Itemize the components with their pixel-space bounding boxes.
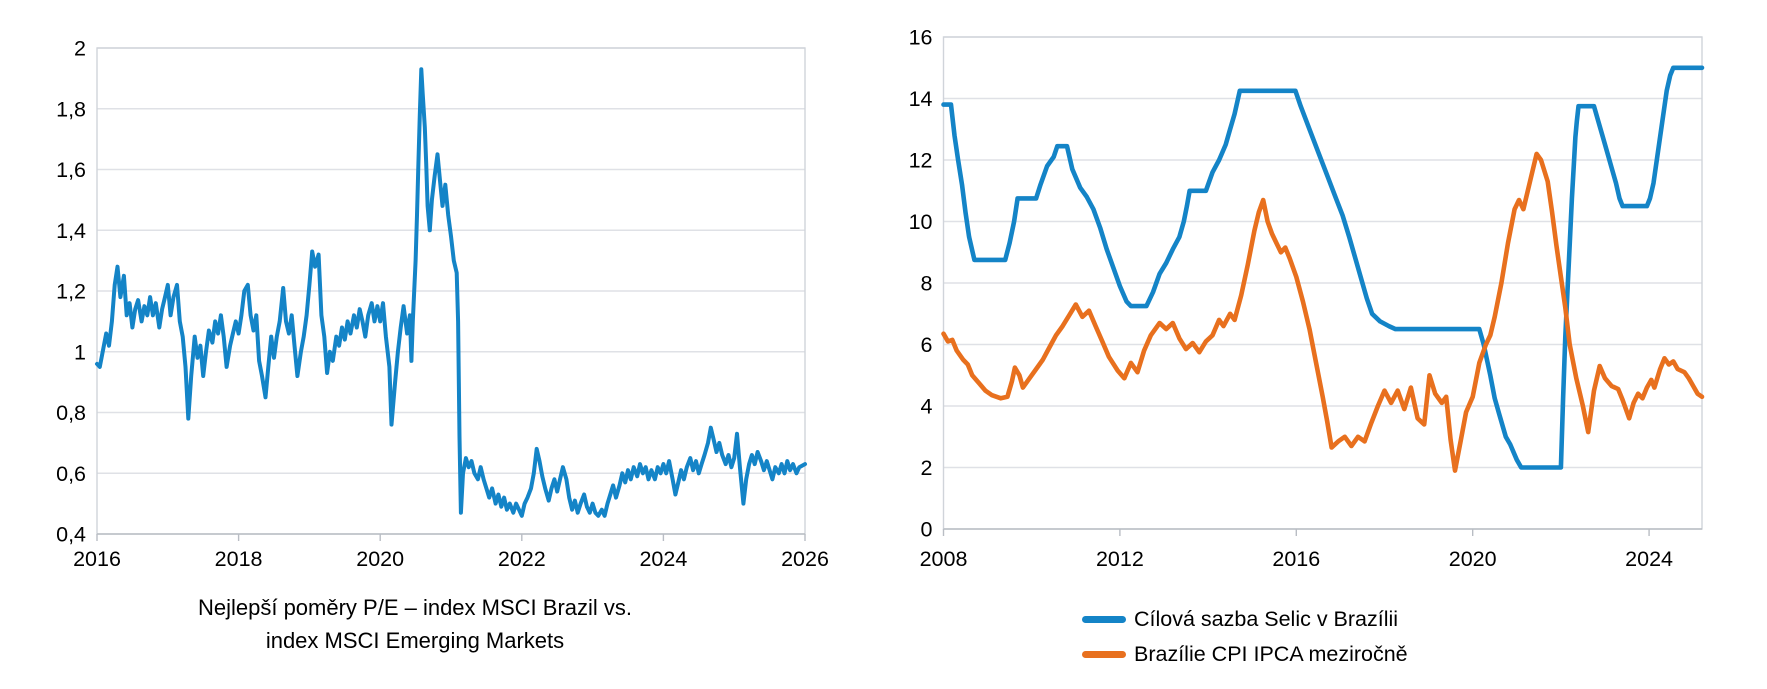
pe-ratio-x-axis: [96, 533, 806, 541]
selic-cpi-series-1-line: [941, 151, 1705, 473]
selic-cpi-y-tick-label: 12: [909, 149, 933, 173]
left-chart-title: Nejlepší poměry P/E – index MSCI Brazil …: [25, 591, 805, 657]
selic-cpi-x-tick-label: 2008: [920, 547, 968, 571]
legend-item-selic: Cílová sazba Selic v Brazílii: [1082, 606, 1408, 633]
selic-cpi-y-tick-label: 16: [909, 26, 933, 50]
selic-line-swatch-icon: [1082, 615, 1126, 624]
selic-cpi-series-0-line: [941, 65, 1705, 470]
legend-item-cpi: Brazílie CPI IPCA meziročně: [1082, 641, 1408, 668]
selic-cpi-y-tick-labels: 0 2 4 6 8 10 12 14 16: [909, 26, 933, 542]
selic-cpi-y-tick-label: 8: [921, 272, 933, 296]
pe-ratio-y-tick-labels: 0,4 0,6 0,8 1 1,2 1,4 1,6 1,8 2: [56, 37, 86, 547]
selic-cpi-y-tick-label: 6: [921, 333, 933, 357]
pe-ratio-x-tick-label: 2020: [356, 547, 404, 571]
selic-cpi-x-tick-label: 2012: [1096, 547, 1144, 571]
pe-ratio-x-tick-label: 2018: [215, 547, 263, 571]
pe-ratio-gridlines: [97, 47, 805, 474]
selic-cpi-x-tick-label: 2020: [1449, 547, 1497, 571]
legend-label-selic: Cílová sazba Selic v Brazílii: [1134, 607, 1399, 631]
pe-ratio-y-tick-label: 1,4: [56, 219, 86, 243]
pe-ratio-y-tick-label: 0,4: [56, 523, 86, 547]
selic-cpi-x-tick-label: 2016: [1272, 547, 1320, 571]
selic-cpi-y-tick-label: 14: [909, 87, 933, 111]
pe-ratio-x-tick-label: 2024: [639, 547, 687, 571]
pe-ratio-chart: 2016 2018 2020 2022 2024 2026 0,4 0,6 0,8 1 1,2 1,4…: [56, 37, 829, 572]
selic-cpi-x-axis: [942, 528, 1702, 536]
right-chart-legend: Cílová sazba Selic v Brazílii Brazílie C…: [1082, 606, 1408, 668]
pe-ratio-x-tick-label: 2016: [73, 547, 121, 571]
cpi-line-swatch-icon: [1082, 650, 1126, 659]
pe-ratio-x-tick-label: 2022: [498, 547, 546, 571]
pe-ratio-x-tick-labels: 2016 2018 2020 2022 2024 2026: [73, 547, 829, 571]
selic-cpi-y-tick-label: 2: [921, 456, 933, 480]
pe-ratio-series-0-line: [95, 67, 807, 518]
legend-label-cpi: Brazílie CPI IPCA meziročně: [1134, 642, 1408, 666]
selic-cpi-chart: 2008 2012 2016 2020 2024 0 2 4 6 8 10 12 14 16: [909, 26, 1705, 571]
pe-ratio-y-tick-label: 0,8: [56, 401, 86, 425]
pe-ratio-y-tick-label: 1,2: [56, 280, 86, 304]
pe-ratio-y-tick-label: 0,6: [56, 462, 86, 486]
pe-ratio-y-tick-label: 1,8: [56, 97, 86, 121]
selic-cpi-y-tick-label: 0: [921, 518, 933, 542]
pe-ratio-y-tick-label: 2: [74, 37, 86, 61]
pe-ratio-y-tick-label: 1: [74, 340, 86, 364]
left-chart-title-line1: Nejlepší poměry P/E – index MSCI Brazil …: [197, 595, 633, 620]
selic-cpi-x-tick-labels: 2008 2012 2016 2020 2024: [920, 547, 1673, 571]
selic-cpi-x-tick-label: 2024: [1625, 547, 1673, 571]
selic-cpi-y-tick-label: 10: [909, 210, 933, 234]
left-chart-title-line2: index MSCI Emerging Markets: [265, 628, 565, 653]
pe-ratio-x-tick-label: 2026: [781, 547, 829, 571]
pe-ratio-y-tick-label: 1,6: [56, 158, 86, 182]
selic-cpi-y-tick-label: 4: [921, 395, 933, 419]
